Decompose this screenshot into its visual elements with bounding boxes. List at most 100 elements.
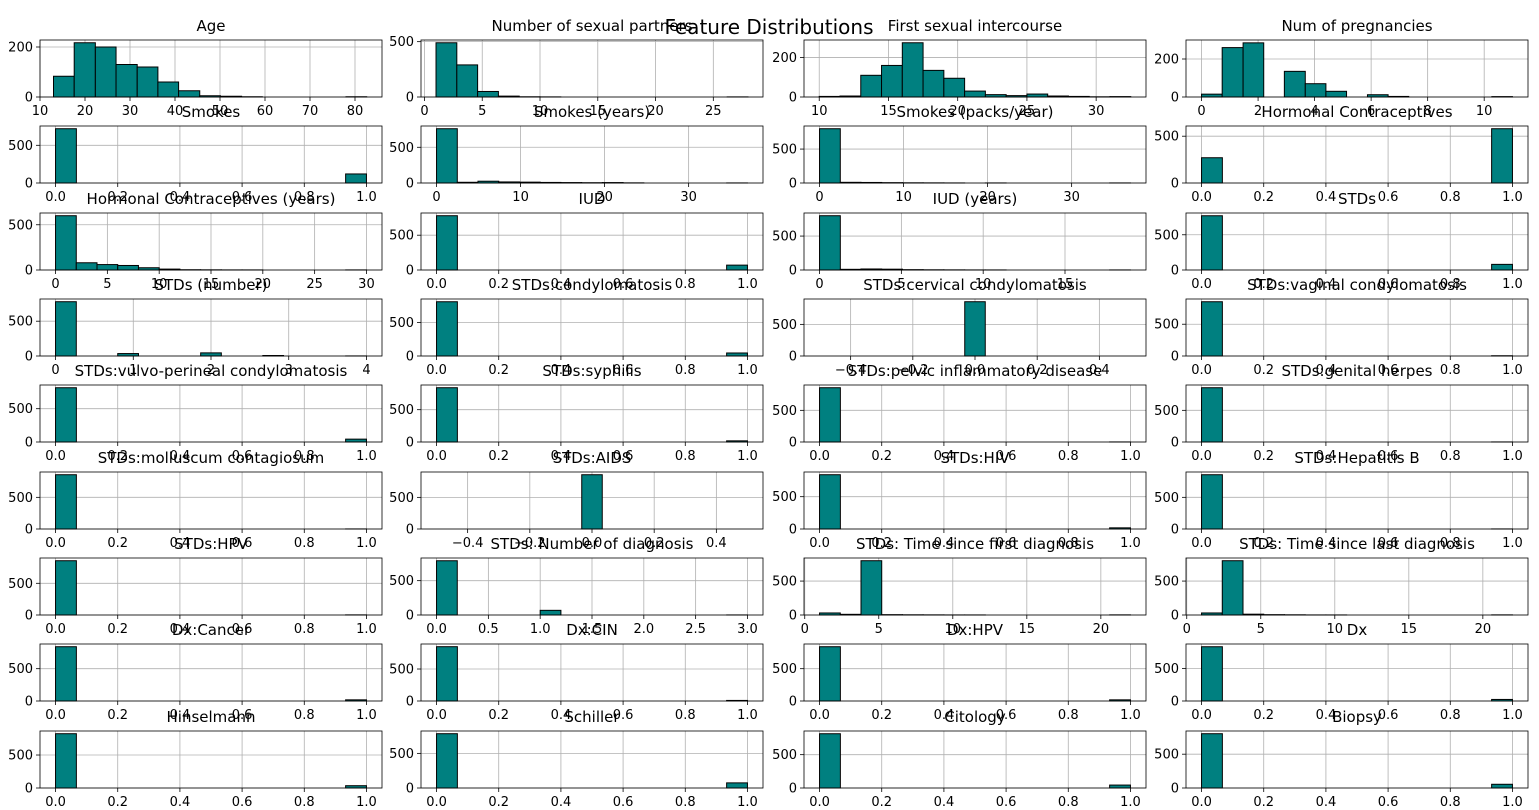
histogram-panel-stds-aids: −0.4 −0.2 0.0 0.2 0.4 0 500 STDs:AIDS (389, 449, 764, 551)
panel-title: IUD (years) (933, 190, 1018, 208)
histogram-bar (456, 64, 479, 98)
histogram-bar (200, 352, 222, 357)
y-tick-label: 0 (25, 177, 33, 192)
histogram-bar (436, 387, 458, 443)
x-tick-label: 0.4 (1316, 277, 1337, 292)
y-tick-label: 500 (1154, 491, 1179, 506)
x-tick-label: 0.4 (1316, 363, 1337, 378)
y-tick-label: 0 (25, 609, 33, 624)
axes-frame (803, 471, 1147, 530)
x-tick-label: 0.2 (488, 795, 509, 810)
x-tick-label: 30 (122, 104, 139, 119)
histogram-panel-stds-hpv: 0.0 0.2 0.4 0.6 0.8 1.0 0 500 STDs:HPV (8, 535, 383, 637)
x-tick-label: 1.0 (737, 363, 758, 378)
y-tick-label: 0 (406, 436, 414, 451)
histogram-bar (539, 609, 562, 616)
histogram-bar (55, 474, 77, 530)
x-tick-label: 0.6 (996, 536, 1017, 551)
x-tick-label: 0.6 (996, 708, 1017, 723)
axes-frame (1185, 557, 1529, 616)
x-tick-label: 0.8 (294, 708, 315, 723)
histogram-bar (55, 215, 77, 271)
panel-title: STDs:molluscum contagiosum (98, 449, 325, 467)
x-tick-label: 0.6 (1378, 795, 1399, 810)
x-tick-label: 0.0 (1191, 190, 1212, 205)
x-tick-label: 10 (1476, 104, 1493, 119)
histogram-bar (1283, 70, 1306, 98)
x-tick-label: 2.0 (633, 622, 654, 637)
x-tick-label: 1.0 (737, 277, 758, 292)
panel-title: First sexual intercourse (888, 17, 1062, 35)
x-tick-label: 10 (895, 190, 912, 205)
y-tick-label: 0 (1171, 91, 1179, 106)
x-tick-label: 20 (77, 104, 94, 119)
panel-title: Dx:CIN (566, 621, 618, 639)
x-tick-label: −0.2 (897, 363, 929, 378)
x-tick-label: 0.2 (107, 795, 128, 810)
x-tick-label: 0.8 (1440, 190, 1461, 205)
x-tick-label: 0.0 (1191, 708, 1212, 723)
x-tick-label: 0.4 (1316, 708, 1337, 723)
histogram-bar (96, 264, 119, 271)
x-tick-label: 0.4 (1089, 363, 1110, 378)
x-tick-label: 0.6 (1378, 449, 1399, 464)
x-tick-label: 0.6 (232, 622, 253, 637)
histogram-panel-hormonal-contraceptives: 0.0 0.2 0.4 0.6 0.8 1.0 0 500 Hormonal Contracep… (1154, 103, 1529, 205)
panel-title: STDs:vulvo-perineal condylomatosis (75, 362, 348, 380)
x-tick-label: 20 (979, 190, 996, 205)
y-tick-label: 500 (389, 663, 414, 678)
x-tick-label: 0.8 (1058, 449, 1079, 464)
histogram-bar (1201, 157, 1223, 184)
x-tick-label: 2.5 (685, 622, 706, 637)
histogram-panel-smokes-years: 0 10 20 30 0 500 Smokes (years) (389, 103, 764, 205)
x-tick-label: 0.0 (426, 795, 447, 810)
x-tick-label: 0.2 (1253, 536, 1274, 551)
x-tick-label: 0.0 (45, 449, 66, 464)
axes-frame (1185, 643, 1529, 702)
x-tick-label: 0.2 (1253, 708, 1274, 723)
axes-frame (420, 730, 764, 789)
panel-title: Hormonal Contraceptives (1261, 103, 1452, 121)
x-tick-label: 0.2 (488, 277, 509, 292)
histogram-bar (55, 733, 77, 789)
axes-frame (420, 212, 764, 271)
panel-title: Biopsy (1332, 708, 1382, 726)
x-tick-label: 0 (420, 104, 428, 119)
x-tick-label: 0 (1183, 622, 1191, 637)
histogram-panel-num-of-pregnancies: 0 2 4 6 8 10 0 200 Num of pregnancies (1154, 17, 1529, 119)
y-tick-label: 500 (8, 218, 33, 233)
y-tick-label: 0 (406, 609, 414, 624)
histogram-bar (1201, 215, 1223, 271)
y-tick-label: 500 (772, 662, 797, 677)
y-tick-label: 200 (8, 41, 33, 56)
panel-title: STDs:condylomatosis (512, 276, 673, 294)
x-tick-label: 15 (590, 104, 607, 119)
y-tick-label: 0 (25, 264, 33, 279)
x-tick-label: 1.0 (530, 622, 551, 637)
x-tick-label: 1.0 (737, 708, 758, 723)
x-tick-label: 0.2 (871, 795, 892, 810)
histogram-panel-age: 10 20 30 40 50 60 70 80 0 200 Age (8, 17, 383, 119)
histogram-bar (117, 264, 139, 271)
x-tick-label: 0.8 (675, 795, 696, 810)
panel-title: Num of pregnancies (1281, 17, 1432, 35)
y-tick-label: 0 (1171, 695, 1179, 710)
x-tick-label: 0.2 (1253, 277, 1274, 292)
histogram-panel-stds-cervical-condylomatosis: −0.4 −0.2 0.0 0.2 0.4 0 500 STDs:cervical condy… (772, 276, 1147, 378)
x-tick-label: 10 (532, 104, 549, 119)
histogram-bar (819, 733, 841, 789)
axes-frame (803, 384, 1147, 443)
x-tick-label: 0.0 (1191, 277, 1212, 292)
y-tick-label: 500 (772, 404, 797, 419)
histogram-panel-stds-syphilis: 0.0 0.2 0.4 0.6 0.8 1.0 0 500 STDs:syphilis (389, 362, 764, 464)
x-tick-label: 15 (1019, 622, 1036, 637)
y-tick-label: 500 (8, 315, 33, 330)
y-tick-label: 500 (389, 141, 414, 156)
x-tick-label: 0.4 (706, 536, 727, 551)
histogram-bar (581, 474, 603, 530)
x-tick-label: 10 (945, 622, 962, 637)
x-tick-label: 0.8 (675, 708, 696, 723)
y-tick-label: 500 (389, 574, 414, 589)
histogram-bar (726, 352, 748, 357)
